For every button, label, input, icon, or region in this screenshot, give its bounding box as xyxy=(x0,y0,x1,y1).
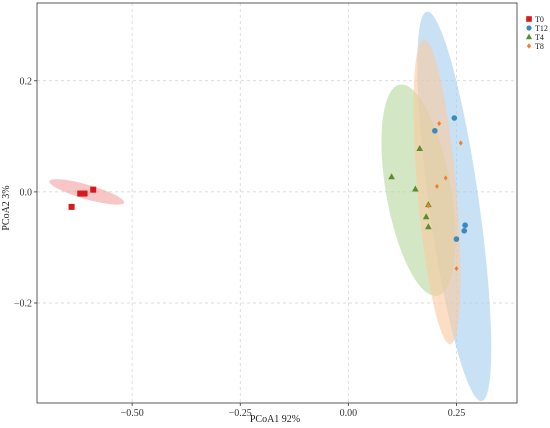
point-t12 xyxy=(462,222,468,229)
point-t4 xyxy=(416,144,424,151)
legend-marker-t8 xyxy=(526,43,532,49)
confidence-ellipses xyxy=(49,11,492,402)
y-tick-label: −0.2 xyxy=(14,299,32,310)
point-t0 xyxy=(77,190,84,197)
point-t0 xyxy=(68,203,75,210)
point-t12 xyxy=(432,127,438,134)
point-t8 xyxy=(458,140,463,146)
point-t8 xyxy=(435,183,439,189)
point-t8 xyxy=(437,120,442,127)
point-t12 xyxy=(451,115,458,121)
x-axis-label: PCoA1 92% xyxy=(250,414,300,425)
plot-border xyxy=(36,2,518,404)
point-t4 xyxy=(388,173,395,180)
data-points xyxy=(68,115,468,272)
y-axis-ticks: −0.2 0.0 0.2 xyxy=(14,76,37,310)
x-tick-label: 0.25 xyxy=(448,408,466,419)
legend-label-t12: T12 xyxy=(535,24,548,33)
legend-label-t8: T8 xyxy=(535,42,544,51)
point-t12 xyxy=(453,236,460,242)
y-tick-label: 0.2 xyxy=(20,76,33,87)
point-t8 xyxy=(443,175,448,181)
point-t4 xyxy=(425,223,432,230)
legend-marker-t4 xyxy=(525,33,533,40)
legend-label-t4: T4 xyxy=(535,33,544,42)
point-t0 xyxy=(90,186,97,193)
x-tick-label: −0.25 xyxy=(229,408,252,419)
legend-marker-t12 xyxy=(526,25,532,31)
legend-label-t0: T0 xyxy=(535,15,544,24)
point-t8 xyxy=(426,203,431,209)
legend-marker-t0 xyxy=(526,16,532,22)
point-t4 xyxy=(412,185,419,192)
point-t12 xyxy=(461,227,468,234)
point-t8 xyxy=(454,265,459,272)
point-t0 xyxy=(81,190,88,197)
x-axis-ticks: −0.50 −0.25 0.00 0.25 xyxy=(121,403,466,419)
point-t4 xyxy=(422,213,430,220)
x-tick-label: −0.50 xyxy=(121,408,144,419)
y-axis-label: PCoA2 3% xyxy=(1,185,12,230)
x-tick-label: 0.00 xyxy=(340,408,358,419)
y-tick-label: 0.0 xyxy=(20,187,33,198)
ellipse-t8 xyxy=(413,39,461,345)
